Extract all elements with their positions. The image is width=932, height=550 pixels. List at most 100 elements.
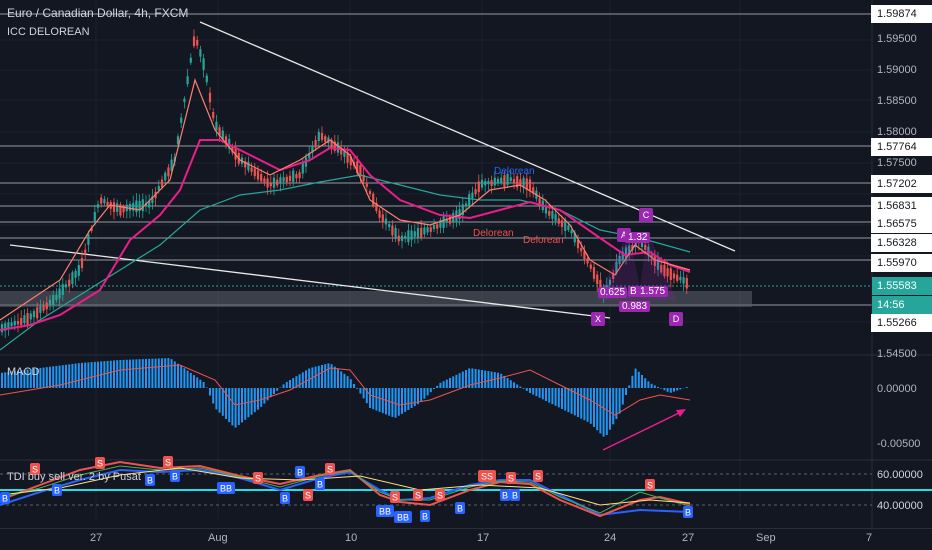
- macd-bar: [7, 371, 10, 388]
- price-tick: 1.59000: [877, 64, 917, 76]
- candle: [404, 235, 407, 239]
- pattern-ratio-ac[interactable]: 1.32: [625, 232, 651, 243]
- candle: [138, 201, 141, 211]
- macd-bar: [506, 378, 509, 388]
- candle: [77, 265, 80, 276]
- candle: [288, 175, 292, 181]
- pattern-point-x[interactable]: X: [591, 312, 605, 326]
- macd-arrow[interactable]: [602, 410, 684, 451]
- candle: [10, 322, 13, 327]
- pattern-ratio-xb[interactable]: 0.625: [598, 287, 628, 298]
- candle: [439, 220, 442, 228]
- macd-bar: [273, 388, 275, 394]
- macd-bar: [282, 384, 285, 388]
- pattern-point-b[interactable]: B: [628, 286, 639, 297]
- candle: [628, 245, 631, 255]
- candle: [349, 156, 352, 166]
- sell-signal: [645, 479, 655, 491]
- candle: [663, 264, 666, 277]
- macd-bar: [404, 388, 407, 412]
- candle: [301, 163, 304, 174]
- macd-bar: [423, 388, 426, 399]
- macd-histogram: [1, 358, 688, 437]
- candle: [564, 219, 567, 231]
- sell-signal: [95, 457, 105, 469]
- macd-bar: [484, 370, 487, 388]
- macd-bar: [596, 388, 599, 431]
- candle: [512, 178, 516, 184]
- macd-bar: [93, 361, 96, 388]
- pattern-point-c[interactable]: C: [639, 208, 653, 222]
- pattern-point-d[interactable]: D: [669, 312, 683, 326]
- time-tick: Sep: [756, 532, 776, 544]
- candle: [394, 227, 397, 240]
- candle: [247, 161, 250, 171]
- candle: [669, 268, 672, 280]
- candle: [32, 311, 36, 318]
- candle: [368, 190, 372, 195]
- macd-bar: [298, 374, 301, 388]
- candle: [42, 305, 45, 311]
- harmonic-pattern[interactable]: [597, 230, 677, 301]
- delorean-label[interactable]: Delorean: [473, 228, 514, 239]
- candle: [429, 227, 432, 232]
- macd-bar: [346, 376, 349, 388]
- candle: [285, 176, 288, 183]
- pattern-ratio-xd[interactable]: 0.983: [619, 301, 651, 312]
- support-zone[interactable]: [0, 291, 752, 307]
- buy-signal: [376, 505, 394, 517]
- macd-bar: [685, 387, 688, 388]
- sell-signal: [163, 456, 173, 468]
- macd-bar: [500, 373, 503, 388]
- candle: [58, 288, 61, 299]
- macd-bar: [81, 362, 83, 388]
- buy-signal-label: B: [297, 468, 303, 478]
- buy-signal: [500, 489, 510, 501]
- candle: [148, 200, 151, 208]
- macd-bar: [458, 373, 461, 388]
- macd-bar: [13, 371, 16, 388]
- candle: [256, 170, 260, 180]
- candle: [493, 177, 496, 186]
- macd-bar: [84, 362, 87, 388]
- macd-bar: [324, 364, 327, 388]
- macd-bar: [449, 378, 451, 388]
- buy-signal: [280, 492, 290, 504]
- candle: [336, 142, 340, 153]
- candle: [525, 178, 528, 190]
- candle: [436, 224, 439, 229]
- macd-bar: [164, 358, 167, 388]
- macd-bar: [561, 388, 563, 409]
- buy-signal-label: B: [147, 476, 153, 486]
- candle: [544, 206, 548, 214]
- macd-signal-line: [0, 364, 691, 416]
- macd-bar: [519, 386, 522, 388]
- time-tick: 7: [866, 532, 873, 544]
- pattern-ratio-bd[interactable]: 1.575: [637, 286, 669, 297]
- candle: [442, 216, 445, 228]
- horizontal-levels[interactable]: [0, 13, 872, 306]
- macd-bar: [231, 388, 234, 426]
- candle: [71, 272, 74, 284]
- delorean-label[interactable]: Delorean: [494, 166, 535, 177]
- delorean-label[interactable]: Delorean: [523, 235, 564, 246]
- macd-bar: [621, 388, 624, 405]
- macd-bar: [49, 366, 51, 388]
- macd-bar: [212, 388, 215, 404]
- macd-bar: [266, 388, 269, 401]
- chart-title: Euro / Canadian Dollar, 4h, FXCM: [7, 6, 189, 20]
- sell-signal-label: S: [97, 459, 103, 469]
- macd-bar: [221, 388, 224, 416]
- macd-bar: [1, 372, 3, 388]
- candle: [608, 279, 612, 285]
- time-axis[interactable]: 27 Aug 10 17 24 27 Sep 7: [0, 528, 932, 550]
- macd-bar: [657, 387, 659, 388]
- sell-signal: [390, 491, 400, 503]
- candle: [573, 232, 576, 243]
- macd-bar: [410, 388, 413, 409]
- macd-bar: [119, 359, 122, 388]
- candle: [218, 127, 221, 136]
- price-tick: 1.58000: [877, 126, 917, 138]
